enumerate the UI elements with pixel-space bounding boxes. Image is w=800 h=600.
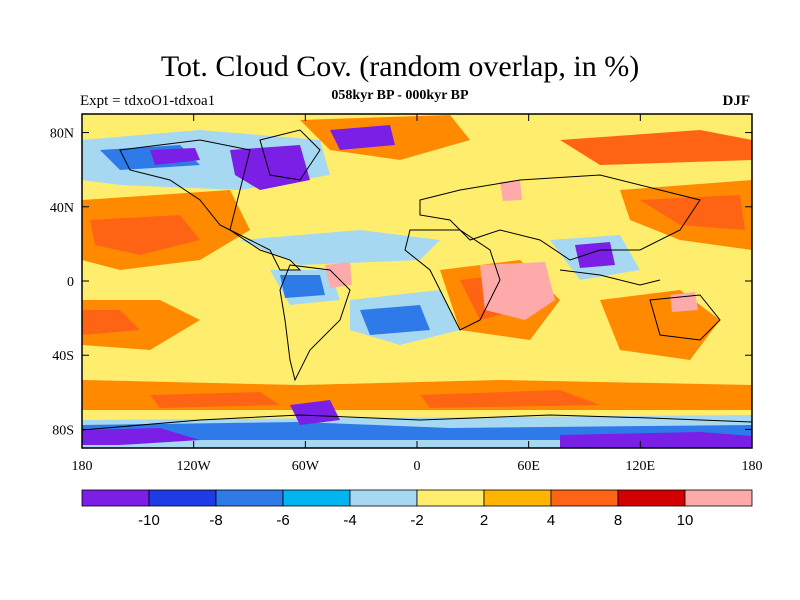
colorbar-label: 10 <box>677 512 694 529</box>
negative-anomaly-fields <box>82 125 752 448</box>
colorbar-label: -10 <box>138 512 160 529</box>
y-tick-label: 40S <box>52 349 74 364</box>
colorbar-swatch <box>617 489 686 507</box>
colorbar-swatch <box>282 489 351 507</box>
colorbar-swatch <box>148 489 217 507</box>
experiment-label: Expt = tdxoO1-tdxoa1 <box>80 93 216 109</box>
x-tick-label: 120E <box>626 459 656 474</box>
season-label: DJF <box>722 93 751 109</box>
colorbar-label: 8 <box>614 512 622 529</box>
map-subtitle: 058kyr BP - 000kyr BP <box>331 88 469 103</box>
x-tick-label: 60W <box>292 459 320 474</box>
colorbar-label: 2 <box>480 512 488 529</box>
plot-area <box>82 114 752 448</box>
colorbar-swatch <box>684 489 753 507</box>
y-tick-label: 0 <box>67 275 74 290</box>
y-tick-label: 40N <box>50 201 74 216</box>
colorbar-swatch <box>215 489 284 507</box>
x-tick-label: 60E <box>517 459 540 474</box>
x-tick-label: 0 <box>414 459 421 474</box>
colorbar-swatch <box>416 489 485 507</box>
x-tick-label: 120W <box>177 459 212 474</box>
map-title: Tot. Cloud Cov. (random overlap, in %) <box>160 50 640 83</box>
coastlines <box>82 129 752 431</box>
colorbar-label: -8 <box>209 512 222 529</box>
colorbar-swatch <box>81 489 150 507</box>
x-tick-label: 180 <box>742 459 763 474</box>
positive-anomaly-fields <box>82 115 752 410</box>
y-tick-label: 80N <box>50 127 74 142</box>
colorbar-label: -6 <box>276 512 289 529</box>
colorbar-label: -2 <box>410 512 423 529</box>
colorbar: -10 -8 -6 -4 -2 2 4 8 10 <box>81 489 753 529</box>
x-tick-label: 180 <box>72 459 93 474</box>
y-tick-label: 80S <box>52 423 74 438</box>
colorbar-label: -4 <box>343 512 356 529</box>
colorbar-swatch <box>483 489 552 507</box>
colorbar-label: 4 <box>547 512 555 529</box>
colorbar-swatch <box>550 489 619 507</box>
colorbar-swatch <box>349 489 418 507</box>
axis-ticks: 180 120W 60W 0 60E 120E 180 80N 40N 0 40S 80S <box>50 114 763 474</box>
